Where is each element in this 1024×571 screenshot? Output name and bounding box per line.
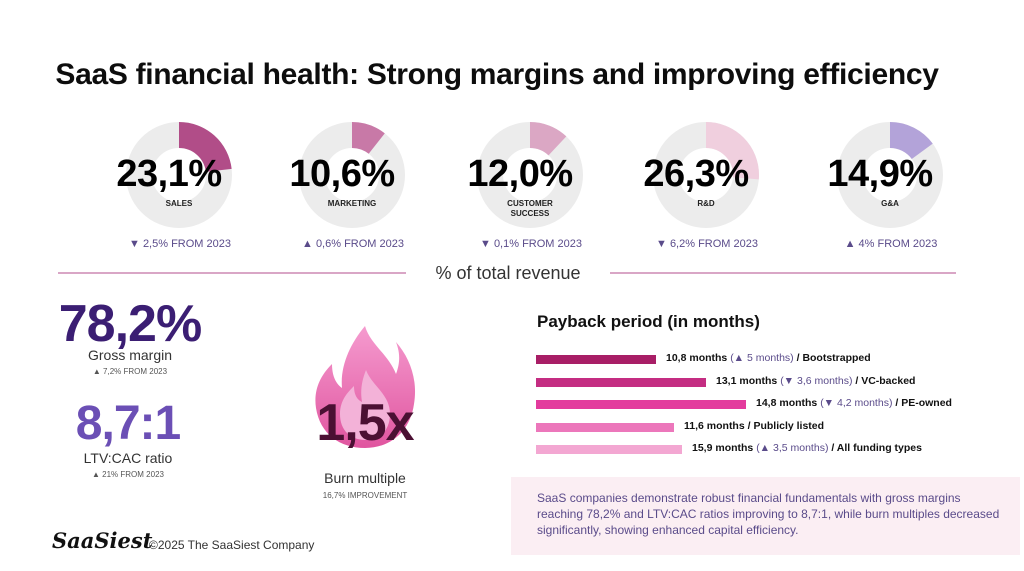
donut-rd: 26,3% R&D ▼ 6,2% FROM 2023 xyxy=(616,121,776,251)
donut-marketing: 10,6% MARKETING ▲ 0,6% FROM 2023 xyxy=(262,121,422,251)
saasiest-logo: SaaSiest xyxy=(52,528,153,553)
gross-margin-label: Gross margin xyxy=(87,347,173,363)
donut-segment-marketing xyxy=(299,122,405,228)
payback-months: 15,9 months xyxy=(692,442,757,454)
payback-bar xyxy=(536,445,682,454)
payback-months: 11,6 months xyxy=(684,419,748,432)
donut-sales: 23,1% SALES ▼ 2,5% FROM 2023 xyxy=(89,121,249,251)
burn-multiple-change: 16,7% IMPROVEMENT xyxy=(322,491,408,500)
summary-text: SaaS companies demonstrate robust financ… xyxy=(511,477,1020,555)
payback-months: 14,8 months xyxy=(756,397,821,409)
donut-label-ga: G&A xyxy=(881,199,899,208)
divider-right xyxy=(610,272,956,274)
payback-category: / PE-owned xyxy=(892,397,952,409)
burn-multiple-value: 1,5x xyxy=(316,394,414,452)
flame-inner xyxy=(340,370,390,440)
donut-ga-ring xyxy=(837,122,943,228)
payback-change: (▼ 3,6 months) xyxy=(780,374,853,387)
divider-caption: % of total revenue xyxy=(435,263,581,283)
donut-label-marketing: MARKETING xyxy=(327,199,377,208)
payback-bar-label: 11,6 months / Publicly listed xyxy=(684,420,824,432)
donut-segment-ga xyxy=(837,122,943,228)
payback-change: (▲ 5 months) xyxy=(730,352,794,364)
donut-customer-success-ring xyxy=(477,122,583,228)
donut-marketing-ring xyxy=(299,122,405,228)
donut-value-ga: 14,9% xyxy=(827,153,933,195)
flame-icon xyxy=(315,326,416,448)
ltv-cac-label: LTV:CAC ratio xyxy=(83,450,173,466)
donut-segment-sales xyxy=(126,122,232,228)
gross-margin-change: ▲ 7,2% FROM 2023 xyxy=(92,367,168,376)
gross-margin-value: 78,2% xyxy=(58,295,202,353)
donut-customer-success: 12,0% CUSTOMER SUCCESS ▼ 0,1% FROM 2023 xyxy=(440,121,600,251)
payback-bar xyxy=(536,400,746,409)
ltv-cac-change: ▲ 21% FROM 2023 xyxy=(92,470,164,479)
donut-change-customer-success: ▼ 0,1% FROM 2023 xyxy=(480,238,582,250)
payback-category: / VC-backed xyxy=(852,374,916,387)
payback-change: (▲ 3,5 months) xyxy=(756,442,829,454)
ltv-cac-value: 8,7:1 xyxy=(75,397,181,450)
donut-value-customer-success: 12,0% xyxy=(467,153,573,195)
donut-change-marketing: ▲ 0,6% FROM 2023 xyxy=(302,238,404,250)
payback-category: / All funding types xyxy=(828,442,922,454)
payback-months: 10,8 months xyxy=(666,352,731,364)
donut-value-sales: 23,1% xyxy=(116,153,222,195)
donut-value-rd: 26,3% xyxy=(643,153,749,195)
donut-change-sales: ▼ 2,5% FROM 2023 xyxy=(129,238,231,250)
payback-bar xyxy=(536,422,674,432)
payback-bar-label: 10,8 months (▲ 5 months) / Bootstrapped xyxy=(666,352,871,364)
payback-bar-label: 15,9 months (▲ 3,5 months) / All funding… xyxy=(692,442,922,454)
donut-ga: 14,9% G&A ▲ 4% FROM 2023 xyxy=(800,121,960,251)
payback-bar xyxy=(536,377,706,387)
payback-bar-label: 13,1 months (▼ 3,6 months) / VC-backed xyxy=(716,375,915,387)
donut-segment-customer-success xyxy=(477,122,583,228)
donut-change-ga: ▲ 4% FROM 2023 xyxy=(844,238,938,250)
payback-bar-label: 14,8 months (▼ 4,2 months) / PE-owned xyxy=(756,397,952,409)
payback-bar xyxy=(536,355,656,364)
donut-change-rd: ▼ 6,2% FROM 2023 xyxy=(656,238,758,250)
donut-value-marketing: 10,6% xyxy=(289,153,395,195)
burn-multiple-label: Burn multiple xyxy=(324,470,406,486)
payback-category: / Bootstrapped xyxy=(793,352,871,364)
copyright-text: ©2025 The SaaSiest Company xyxy=(149,538,315,552)
donut-sales-ring xyxy=(126,122,232,228)
page-title: SaaS financial health: Strong margins an… xyxy=(55,58,939,91)
payback-category: / Publicly listed xyxy=(747,419,825,432)
donut-segment-rd xyxy=(653,122,759,228)
donut-rd-ring xyxy=(653,122,759,228)
divider-left xyxy=(58,272,406,274)
donut-label-customer-success: CUSTOMER SUCCESS xyxy=(507,199,553,218)
payback-months: 13,1 months xyxy=(716,374,781,387)
payback-change: (▼ 4,2 months) xyxy=(820,397,893,409)
donut-label-rd: R&D xyxy=(697,199,715,208)
donut-label-sales: SALES xyxy=(165,199,193,208)
payback-chart-title: Payback period (in months) xyxy=(537,312,760,331)
